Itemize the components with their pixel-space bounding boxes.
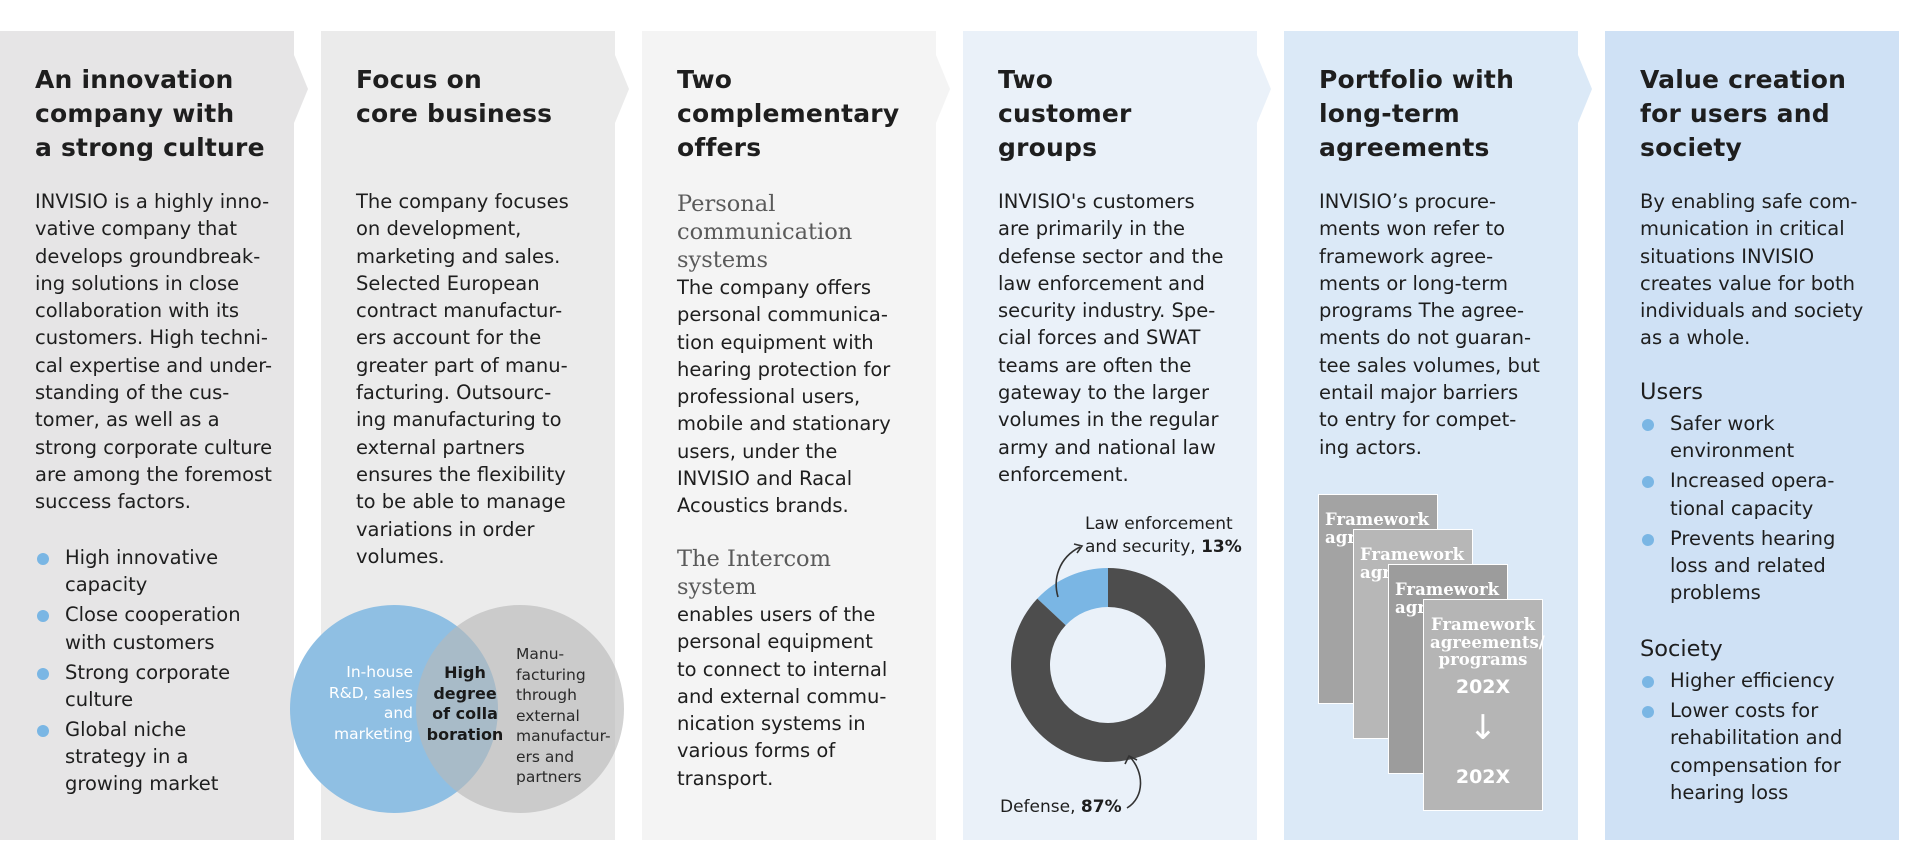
panel-customers: Two customer groups INVISIO's customers …: [963, 31, 1257, 840]
venn-label-inhouse: In-house R&D, sales and marketing: [328, 663, 413, 743]
society-list: Higher efficiency Lower costs for rehabi…: [1640, 667, 1880, 809]
panel-body-text: The company focuses on development, mark…: [356, 190, 569, 568]
list-item: Safer work environment: [1640, 410, 1880, 465]
offer-text-personal: The company offers personal communica- t…: [677, 276, 891, 518]
panel-title: Focus on core business: [356, 65, 553, 128]
defense-label: Defense, 87%: [1000, 797, 1122, 817]
law-arrowhead: [1073, 543, 1084, 554]
panel-title: Two customer groups: [998, 65, 1132, 162]
venn-label-overlap: High degree of colla boration: [426, 663, 504, 744]
list-item: High innovative capacity: [35, 544, 280, 599]
list-item: Prevents hearing loss and related proble…: [1640, 525, 1880, 607]
donut-slice-law-enforcement: [1037, 568, 1108, 626]
panel-title: Value creation for users and society: [1640, 65, 1847, 162]
venn-circle-external: [416, 605, 624, 813]
list-item: Strong corporate culture: [35, 659, 280, 714]
list-item: Lower costs for rehabilitation and compe…: [1640, 697, 1880, 806]
year-end: 202X: [1455, 766, 1511, 788]
arrow-right-icon: [294, 55, 308, 123]
users-list: Safer work environment Increased opera- …: [1640, 410, 1880, 609]
defense-arrow: [1126, 756, 1142, 809]
panel-value-creation: Value creation for users and society By …: [1605, 31, 1899, 840]
law-arrow: [1055, 546, 1081, 598]
panel-title: An innovation company with a strong cult…: [35, 65, 265, 162]
venn-label-external: Manu- facturing through external manufac…: [516, 645, 611, 786]
users-heading: Users: [1640, 379, 1704, 405]
framework-card-current: Framework agreements/ programs 202X ↓ 20…: [1423, 599, 1545, 811]
panel-title: Two complementary offers: [677, 65, 900, 162]
panel-innovation: An innovation company with a strong cult…: [0, 31, 294, 840]
list-item: Global niche strategy in a growing marke…: [35, 716, 280, 798]
bullet-list: High innovative capacity Close cooperati…: [35, 544, 280, 800]
defense-arrowhead: [1124, 754, 1138, 765]
panel-body-text: By enabling safe com- munication in crit…: [1640, 190, 1864, 350]
offer-heading-personal: Personal communication systems: [677, 191, 853, 273]
arrow-right-icon: [936, 55, 950, 123]
law-enforcement-label: Law enforcement and security, 13%: [1085, 514, 1242, 557]
society-heading: Society: [1640, 636, 1723, 662]
customer-donut-chart: [1011, 543, 1205, 809]
panel-offers: Two complementary offers Personal commun…: [642, 31, 936, 840]
list-item: Higher efficiency: [1640, 667, 1880, 694]
arrow-right-icon: [1257, 55, 1271, 123]
list-item: Close cooperation with customers: [35, 601, 280, 656]
panel-body-text: INVISIO's customers are primarily in the…: [998, 190, 1224, 486]
arrow-right-icon: [615, 55, 629, 123]
panel-title: Portfolio with long-term agreements: [1319, 65, 1515, 162]
venn-diagram: [290, 605, 624, 813]
year-start: 202X: [1455, 676, 1511, 698]
offer-heading-intercom: The Intercom system: [677, 546, 831, 600]
panel-body-text: INVISIO’s procure- ments won refer to fr…: [1319, 190, 1540, 459]
offer-text-intercom: enables users of the personal equipment …: [677, 603, 888, 790]
list-item: Increased opera- tional capacity: [1640, 467, 1880, 522]
arrow-right-icon: [1578, 55, 1592, 123]
arrow-down-icon: ↓: [1468, 708, 1498, 748]
donut-slice-defense: [1011, 568, 1205, 762]
panel-body-text: INVISIO is a highly inno- vative company…: [35, 190, 273, 514]
